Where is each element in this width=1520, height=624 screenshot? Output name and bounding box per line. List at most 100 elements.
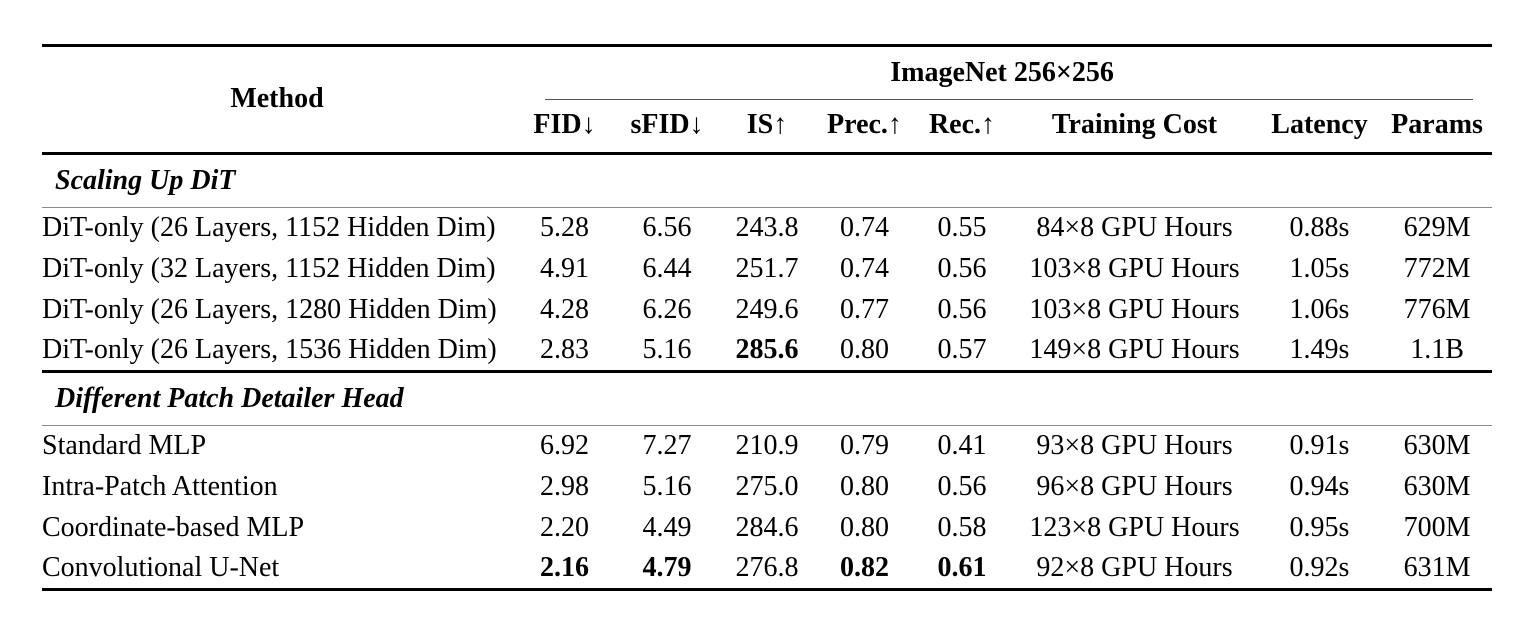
value-cell: 631M [1403, 551, 1471, 583]
value-cell: 0.88s [1289, 211, 1350, 243]
section-title: Scaling Up DiT [55, 164, 236, 196]
value-cell: 149×8 GPU Hours [1029, 333, 1240, 365]
section-title: Different Patch Detailer Head [55, 382, 404, 414]
column-header-is: IS↑ [746, 109, 788, 141]
value-cell: 5.28 [540, 211, 589, 243]
value-cell: 0.80 [840, 333, 889, 365]
column-header-latency: Latency [1271, 109, 1368, 141]
value-cell: 7.27 [642, 429, 692, 461]
table-section: Scaling Up DiT DiT-only (26 Layers, 1152 … [42, 154, 1493, 372]
value-cell: 772M [1403, 252, 1471, 284]
value-cell: 0.56 [937, 252, 987, 284]
column-header-training-cost: Training Cost [1051, 109, 1218, 141]
value-cell: 275.0 [735, 470, 799, 502]
value-cell: 0.95s [1289, 511, 1350, 543]
value-cell: 6.92 [540, 429, 589, 461]
value-cell: 284.6 [735, 511, 799, 543]
value-cell: 0.41 [937, 429, 987, 461]
value-cell: 6.26 [642, 293, 692, 325]
value-cell: 285.6 [735, 333, 799, 365]
value-cell: 1.05s [1289, 252, 1350, 284]
column-header-rec: Rec.↑ [928, 109, 996, 141]
value-cell: 5.16 [642, 470, 692, 502]
value-cell: 630M [1403, 470, 1471, 502]
table-section: Different Patch Detailer Head Standard ML… [42, 371, 1493, 590]
value-cell: 1.06s [1289, 293, 1350, 325]
method-cell: Intra-Patch Attention [42, 470, 278, 502]
table-row: DiT-only (26 Layers, 1152 Hidden Dim) 5.2… [42, 208, 1492, 249]
value-cell: 0.92s [1289, 551, 1350, 583]
value-cell: 276.8 [735, 551, 799, 583]
table-row: DiT-only (32 Layers, 1152 Hidden Dim) 4.9… [42, 249, 1492, 290]
value-cell: 249.6 [735, 293, 799, 325]
value-cell: 4.79 [642, 551, 692, 583]
results-table: Method ImageNet 256×256 FID↓ sFID↓ IS↑ P… [42, 44, 1493, 591]
method-cell: Coordinate-based MLP [42, 511, 305, 543]
value-cell: 123×8 GPU Hours [1029, 511, 1240, 543]
method-cell: DiT-only (26 Layers, 1280 Hidden Dim) [42, 293, 497, 325]
method-cell: DiT-only (26 Layers, 1536 Hidden Dim) [42, 333, 497, 365]
value-cell: 630M [1403, 429, 1471, 461]
value-cell: 2.83 [540, 333, 589, 365]
table-row: Standard MLP 6.92 7.27 210.9 0.79 0.41 93×8 GP… [42, 426, 1492, 467]
value-cell: 0.56 [937, 470, 987, 502]
table-header: Method ImageNet 256×256 FID↓ sFID↓ IS↑ P… [42, 46, 1493, 154]
value-cell: 700M [1403, 511, 1471, 543]
method-cell: Convolutional U-Net [42, 551, 280, 583]
value-cell: 0.57 [937, 333, 987, 365]
column-header-prec: Prec.↑ [827, 109, 902, 141]
column-header-params: Params [1391, 109, 1483, 141]
value-cell: 0.79 [840, 429, 889, 461]
value-cell: 92×8 GPU Hours [1036, 551, 1233, 583]
value-cell: 0.61 [937, 551, 987, 583]
group-header-row: Method ImageNet 256×256 [42, 46, 1492, 114]
method-column-header: Method [230, 83, 324, 115]
value-cell: 0.80 [840, 470, 889, 502]
method-cell: Standard MLP [42, 429, 207, 461]
table-row: DiT-only (26 Layers, 1280 Hidden Dim) 4.2… [42, 290, 1492, 331]
method-cell: DiT-only (32 Layers, 1152 Hidden Dim) [42, 252, 496, 284]
value-cell: 6.56 [642, 211, 692, 243]
column-header-sfid: sFID↓ [630, 109, 704, 141]
value-cell: 0.94s [1289, 470, 1350, 502]
value-cell: 96×8 GPU Hours [1036, 470, 1233, 502]
table-row: Intra-Patch Attention 2.98 5.16 275.0 0.80 0.… [42, 467, 1492, 508]
value-cell: 629M [1403, 211, 1471, 243]
value-cell: 103×8 GPU Hours [1029, 293, 1240, 325]
value-cell: 84×8 GPU Hours [1036, 211, 1233, 243]
group-header-rule [545, 98, 1474, 100]
value-cell: 776M [1403, 293, 1471, 325]
value-cell: 0.77 [840, 293, 889, 325]
value-cell: 0.80 [840, 511, 889, 543]
table-row: DiT-only (26 Layers, 1536 Hidden Dim) 2.8… [42, 331, 1492, 372]
value-cell: 0.91s [1289, 429, 1350, 461]
value-cell: 251.7 [735, 252, 799, 284]
value-cell: 2.98 [540, 470, 589, 502]
column-header-fid: FID↓ [533, 109, 596, 141]
value-cell: 0.74 [840, 211, 889, 243]
value-cell: 0.56 [937, 293, 987, 325]
value-cell: 0.82 [840, 551, 889, 583]
column-header-row: FID↓ sFID↓ IS↑ Prec.↑ Rec.↑ Training Cos… [42, 100, 1492, 154]
section-title-row: Scaling Up DiT [42, 154, 1493, 208]
value-cell: 243.8 [735, 211, 799, 243]
section-title-row: Different Patch Detailer Head [42, 372, 1493, 426]
group-header-label: ImageNet 256×256 [890, 56, 1114, 88]
value-cell: 1.49s [1289, 333, 1350, 365]
value-cell: 103×8 GPU Hours [1029, 252, 1240, 284]
value-cell: 0.58 [937, 511, 987, 543]
value-cell: 4.28 [540, 293, 589, 325]
table-row: Convolutional U-Net 2.16 4.79 276.8 0.82 0.61… [42, 549, 1492, 590]
value-cell: 1.1B [1410, 333, 1464, 365]
value-cell: 2.20 [540, 511, 589, 543]
value-cell: 0.55 [937, 211, 987, 243]
value-cell: 0.74 [840, 252, 889, 284]
value-cell: 2.16 [540, 551, 589, 583]
value-cell: 4.49 [642, 511, 692, 543]
value-cell: 5.16 [642, 333, 692, 365]
group-header-cell: ImageNet 256×256 [512, 46, 1492, 100]
method-cell: DiT-only (26 Layers, 1152 Hidden Dim) [42, 211, 496, 243]
table-row: Coordinate-based MLP 2.20 4.49 284.6 0.80 0.5… [42, 508, 1492, 549]
value-cell: 6.44 [642, 252, 692, 284]
